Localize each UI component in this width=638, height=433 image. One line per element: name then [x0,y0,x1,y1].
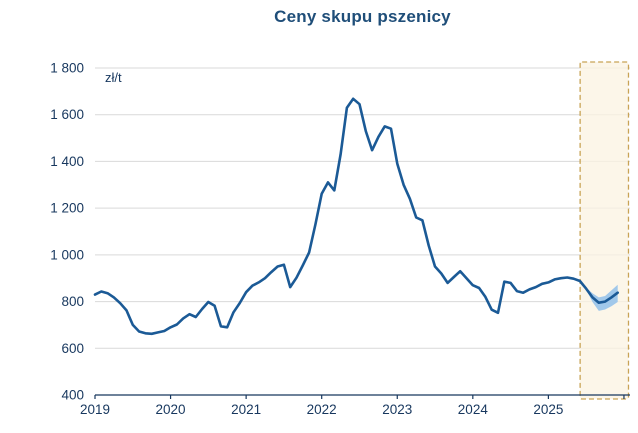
y-tick-label: 1 800 [50,61,84,76]
x-tick-label: 2023 [382,402,412,417]
y-tick-label: 400 [61,388,84,403]
unit-label: zł/t [105,70,122,85]
x-tick-label: 2022 [307,402,337,417]
x-tick-label: 2024 [458,402,489,417]
y-tick-label: 1 600 [50,107,84,122]
forecast-band [586,284,618,311]
x-tick-label: 2020 [156,402,186,417]
forecast-region-box [579,61,630,400]
chart-title: Ceny skupu pszenicy [274,7,451,26]
y-tick-label: 1 400 [50,154,84,169]
y-tick-label: 1 200 [50,201,84,216]
x-tick-label: 2021 [231,402,261,417]
y-tick-label: 800 [61,294,84,309]
y-tick-label: 600 [61,341,84,356]
price-line [93,97,619,336]
y-tick-label: 1 000 [50,247,84,262]
x-tick-label: 2019 [80,402,110,417]
x-tick-label: 2025 [533,402,563,417]
